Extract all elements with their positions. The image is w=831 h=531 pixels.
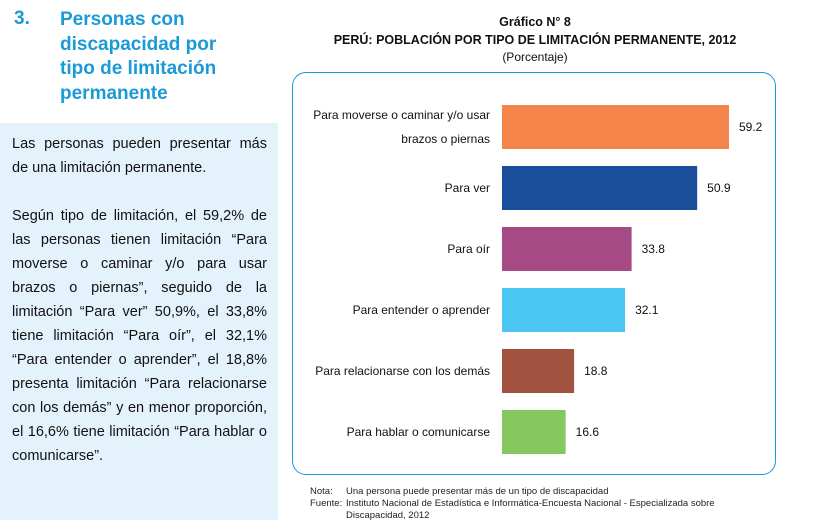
chart-title: PERÚ: POBLACIÓN POR TIPO DE LIMITACIÓN P…	[333, 33, 737, 47]
bar	[502, 166, 698, 210]
bar-value-label: 59.2	[739, 120, 763, 134]
section-number: 3.	[14, 8, 30, 29]
bar-value-label: 32.1	[635, 303, 659, 317]
bar-value-label: 16.6	[576, 425, 600, 439]
bar	[502, 349, 575, 393]
text-panel: Las personas pueden presentar más de una…	[0, 123, 278, 520]
source-text: Instituto Nacional de Estadística e Info…	[346, 498, 715, 522]
chart-unit: (Porcentaje)	[502, 50, 568, 64]
section-title-line: discapacidad por	[60, 33, 217, 55]
bar	[502, 105, 729, 149]
source-line: Discapacidad, 2012	[346, 510, 430, 521]
section-title-line: permanente	[60, 82, 168, 104]
category-label: Para ver	[445, 181, 490, 195]
category-label: Para entender o aprender	[353, 303, 490, 317]
chart-label: Gráfico N° 8	[499, 15, 571, 29]
bar-value-label: 50.9	[707, 181, 731, 195]
category-label: Para hablar o comunicarse	[347, 425, 491, 439]
bar-value-label: 18.8	[584, 364, 608, 378]
bar	[502, 227, 632, 271]
category-label: Para relacionarse con los demás	[315, 364, 490, 378]
section-title-line: tipo de limitación	[60, 58, 217, 79]
note-text: Una persona puede presentar más de un ti…	[346, 486, 609, 497]
note-label: Nota:	[310, 486, 333, 497]
bar	[502, 288, 626, 332]
section-title-line: Personas con	[60, 9, 185, 30]
summary-paragraph: Según tipo de limitación, el 59,2% de la…	[12, 208, 267, 464]
intro-paragraph: Las personas pueden presentar más de una…	[12, 136, 267, 176]
category-label: Para oír	[447, 242, 490, 256]
category-label: Para moverse o caminar y/o usar	[313, 108, 490, 122]
bar	[502, 410, 566, 454]
source-line: Instituto Nacional de Estadística e Info…	[346, 498, 715, 509]
source-label: Fuente:	[310, 498, 343, 509]
category-label: brazos o piernas	[401, 132, 490, 146]
bar-value-label: 33.8	[642, 242, 666, 256]
section-title: Personas con discapacidad por tipo de li…	[60, 8, 280, 106]
